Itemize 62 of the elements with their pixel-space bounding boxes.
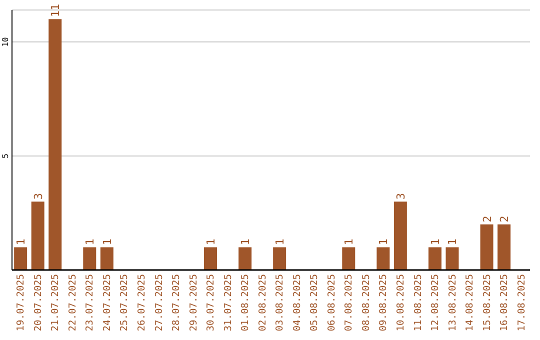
data-label: 1 (446, 238, 460, 246)
x-tick-label: 28.07.2025 (171, 274, 182, 332)
data-label: 1 (204, 238, 218, 246)
data-label: 2 (480, 216, 494, 222)
bar (342, 247, 356, 270)
data-label: 1 (14, 238, 28, 246)
x-tick-label: 11.08.2025 (412, 274, 424, 332)
x-tick-label: 29.07.2025 (188, 274, 200, 332)
x-tick-label: 03.08.2025 (274, 274, 286, 332)
x-tick-label: 31.07.2025 (222, 274, 234, 332)
x-tick-label: 17.08.2025 (516, 274, 528, 332)
bar (238, 247, 252, 270)
x-tick-label: 25.07.2025 (119, 274, 130, 332)
y-tick-label: 5 (1, 153, 10, 158)
data-label: 3 (32, 192, 45, 200)
data-label: 1 (342, 238, 356, 246)
bar (394, 202, 407, 270)
x-tick-label: 07.08.2025 (344, 274, 355, 332)
x-tick-label: 05.08.2025 (309, 274, 320, 332)
x-tick-label: 27.07.2025 (154, 274, 165, 332)
bar (446, 247, 459, 270)
bar (480, 224, 494, 270)
bar (48, 19, 62, 270)
data-label: 1 (84, 238, 97, 246)
bar (498, 224, 511, 270)
bar (14, 247, 28, 270)
bar (273, 247, 286, 270)
data-label: 11 (49, 4, 62, 18)
bar (100, 247, 114, 270)
bar (428, 247, 442, 270)
data-label: 1 (100, 238, 114, 246)
bar (204, 247, 218, 270)
data-label: 1 (274, 238, 287, 246)
data-label: 2 (498, 216, 512, 222)
y-tick-label: 10 (1, 36, 10, 47)
x-tick-label: 06.08.2025 (326, 274, 338, 332)
x-tick-label: 20.07.2025 (32, 274, 44, 332)
data-label: 1 (239, 238, 252, 246)
x-tick-label: 14.08.2025 (464, 274, 476, 332)
x-tick-label: 30.07.2025 (206, 274, 217, 332)
data-label: 1 (428, 238, 442, 246)
x-tick-label: 21.07.2025 (50, 274, 62, 332)
x-tick-label: 13.08.2025 (447, 274, 458, 332)
x-tick-label: 10.08.2025 (396, 274, 406, 332)
x-tick-label: 23.07.2025 (84, 274, 96, 332)
x-tick-label: 08.08.2025 (360, 274, 372, 332)
x-tick-label: 22.07.2025 (67, 274, 78, 332)
x-tick-label: 01.08.2025 (240, 274, 252, 332)
bar (31, 202, 44, 270)
data-label: 1 (377, 238, 390, 246)
x-tick-label: 26.07.2025 (136, 274, 148, 332)
x-tick-label: 04.08.2025 (292, 274, 303, 332)
data-label: 3 (394, 192, 408, 200)
x-tick-label: 19.07.2025 (16, 274, 27, 332)
bar (83, 247, 96, 270)
bar (376, 247, 390, 270)
x-tick-label: 09.08.2025 (378, 274, 390, 332)
x-tick-label: 24.07.2025 (102, 274, 113, 332)
x-tick-label: 16.08.2025 (499, 274, 510, 332)
x-tick-label: 02.08.2025 (257, 274, 268, 332)
x-tick-label: 15.08.2025 (482, 274, 493, 332)
x-tick-label: 12.08.2025 (430, 274, 442, 332)
